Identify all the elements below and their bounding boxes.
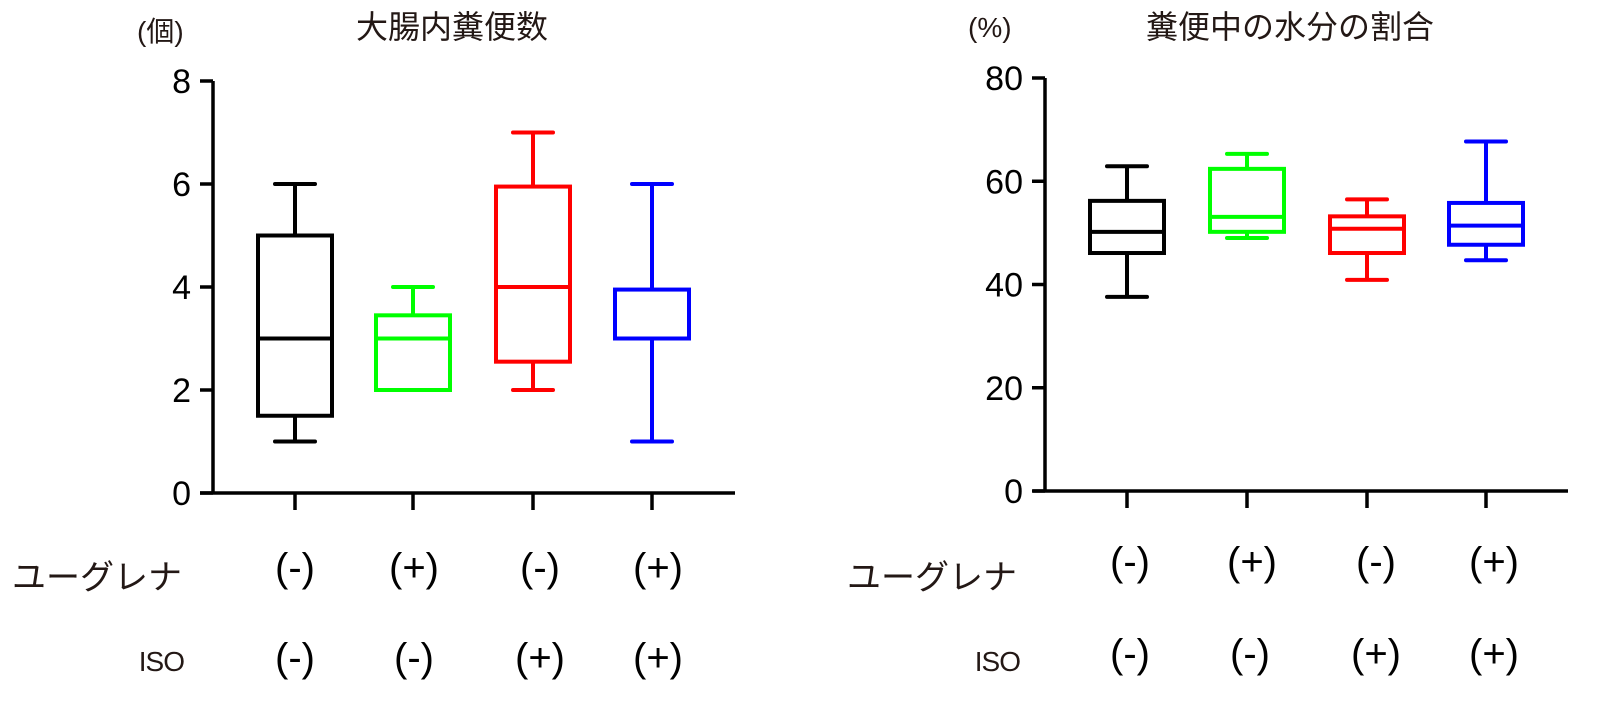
left-euglena-cond-2: (+) — [389, 546, 439, 590]
right-y-tick-label: 40 — [985, 267, 1023, 305]
left-y-tick-label: 2 — [172, 372, 191, 410]
right-euglena-cond-1: (-) — [1110, 540, 1150, 584]
left-box-group-1-box — [256, 233, 334, 418]
left-iso-cond-3: (+) — [515, 636, 565, 680]
left-iso-cond-1: (-) — [275, 636, 315, 680]
left-box-group-4-box — [613, 287, 691, 341]
left-row-label-iso: ISO — [138, 646, 185, 677]
left-euglena-cond-3: (-) — [520, 546, 560, 590]
right-box-group-2-box — [1208, 166, 1286, 234]
right-euglena-cond-2: (+) — [1227, 540, 1277, 584]
left-y-tick-label: 4 — [172, 269, 191, 307]
right-row-label-iso: ISO — [974, 646, 1021, 677]
left-y-unit: (個) — [137, 16, 184, 47]
right-y-tick-label: 80 — [985, 60, 1023, 98]
right-y-tick-label: 60 — [985, 163, 1023, 201]
right-iso-cond-2: (-) — [1230, 632, 1270, 676]
left-chart-title: 大腸内糞便数 — [355, 9, 549, 45]
right-iso-cond-3: (+) — [1351, 632, 1401, 676]
left-iso-cond-2: (-) — [394, 636, 434, 680]
right-y-unit: (%) — [968, 12, 1012, 43]
left-iso-cond-4: (+) — [633, 636, 683, 680]
right-box-group-1-box — [1088, 198, 1166, 256]
right-iso-cond-1: (-) — [1110, 632, 1150, 676]
right-chart-title: 糞便中の水分の割合 — [1145, 9, 1435, 45]
right-euglena-cond-3: (-) — [1356, 540, 1396, 584]
right-box-group-3-box — [1328, 214, 1406, 256]
left-box-group-3-box — [494, 184, 572, 364]
left-box-group-2-box — [374, 313, 452, 393]
right-iso-cond-4: (+) — [1469, 632, 1519, 676]
left-row-label-euglena: ユーグレナ — [12, 559, 182, 597]
left-y-tick-label: 8 — [172, 63, 191, 101]
left-y-tick-label: 6 — [172, 166, 191, 204]
right-y-tick-label: 0 — [1004, 473, 1023, 511]
left-euglena-cond-4: (+) — [633, 546, 683, 590]
right-y-tick-label: 20 — [985, 370, 1023, 408]
left-y-tick-label: 0 — [172, 475, 191, 513]
right-row-label-euglena: ユーグレナ — [847, 559, 1017, 597]
left-euglena-cond-1: (-) — [275, 546, 315, 590]
right-euglena-cond-4: (+) — [1469, 540, 1519, 584]
